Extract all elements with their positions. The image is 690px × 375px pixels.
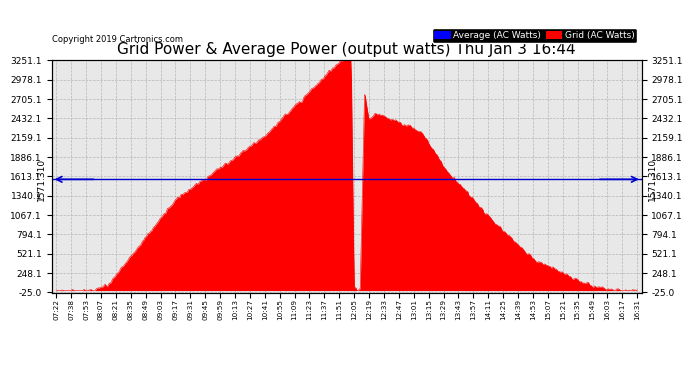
Legend: Average (AC Watts), Grid (AC Watts): Average (AC Watts), Grid (AC Watts) — [432, 28, 637, 43]
Text: 1571.310: 1571.310 — [37, 158, 46, 201]
Text: Copyright 2019 Cartronics.com: Copyright 2019 Cartronics.com — [52, 35, 183, 44]
Title: Grid Power & Average Power (output watts) Thu Jan 3 16:44: Grid Power & Average Power (output watts… — [117, 42, 576, 57]
Text: 1571.310: 1571.310 — [648, 158, 657, 201]
